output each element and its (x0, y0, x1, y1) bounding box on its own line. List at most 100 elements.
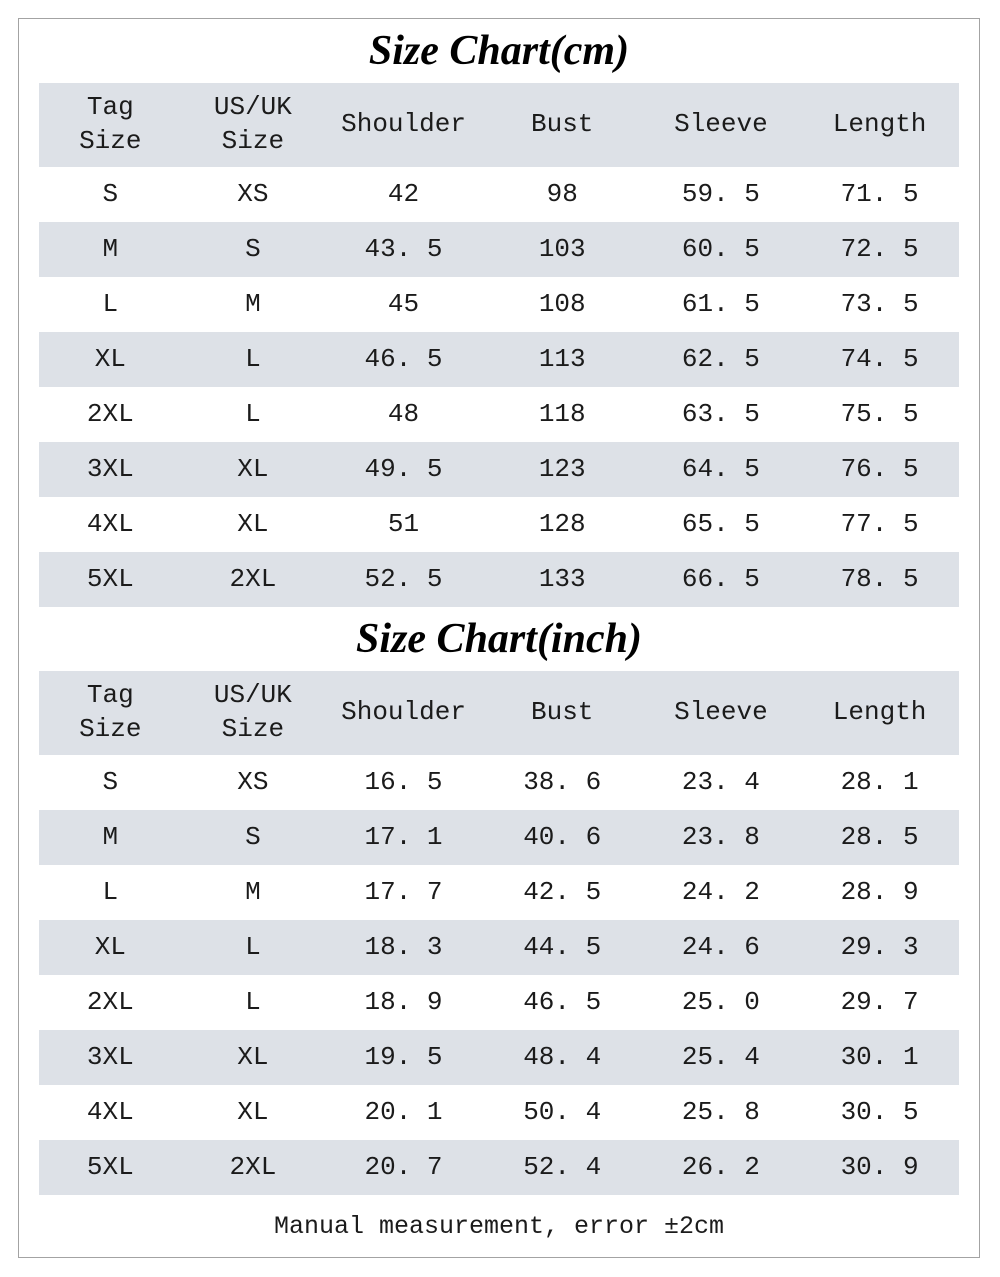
table-cell: 30. 9 (840, 1151, 919, 1182)
table-cell: 51 (387, 508, 420, 539)
table-cell: 113 (538, 343, 586, 374)
table-cell: 4XL (86, 508, 134, 539)
table-cell: M (102, 821, 119, 852)
table-row: 4XL XL 20. 1 50. 4 25. 8 30. 5 (39, 1085, 959, 1140)
table-cell: 133 (538, 563, 586, 594)
table-cell: 43. 5 (364, 233, 443, 264)
size-chart-inch-title: Size Chart(inch) (356, 616, 642, 662)
table-cell: 2XL (86, 398, 134, 429)
table-cell: 63. 5 (681, 398, 760, 429)
size-chart-cm-title: Size Chart(cm) (368, 28, 630, 74)
size-chart-inch-section: Size Chart(inch) Tag Size US/UK Size Shoul… (19, 607, 979, 1195)
table-cell: 2XL (229, 563, 277, 594)
table-cell: M (245, 876, 261, 907)
table-cell: 61. 5 (681, 288, 760, 319)
table-cell: 16. 5 (364, 766, 443, 797)
table-row: L M 17. 7 42. 5 24. 2 28. 9 (39, 865, 959, 920)
table-cell: 29. 7 (840, 986, 919, 1017)
table-cell: 3XL (86, 453, 134, 484)
table-row: L M 45 108 61. 5 73. 5 (39, 277, 959, 332)
table-cell: 2XL (229, 1151, 277, 1182)
table-cell: 3XL (86, 1041, 134, 1072)
table-cell: 128 (538, 508, 586, 539)
table-cell: M (245, 288, 261, 319)
table-cell: 98 (546, 178, 578, 209)
size-chart-cm-section: Size Chart(cm) Tag Size US/UK Size Shoulde… (19, 19, 979, 607)
table-cell: 123 (538, 453, 586, 484)
measurement-note: Manual measurement, error ±2cm (19, 1195, 979, 1257)
table-cell: 46. 5 (364, 343, 443, 374)
table-cell: 49. 5 (364, 453, 443, 484)
table-row: 4XL XL 51 128 65. 5 77. 5 (39, 497, 959, 552)
table-row: XL L 18. 3 44. 5 24. 6 29. 3 (39, 920, 959, 975)
table-row: 2XL L 48 118 63. 5 75. 5 (39, 387, 959, 442)
table-cell: L (245, 931, 261, 962)
table-row: XL L 46. 5 113 62. 5 74. 5 (39, 332, 959, 387)
header-cell: Sleeve (674, 697, 768, 728)
table-cell: 24. 2 (681, 876, 760, 907)
table-cell: L (102, 876, 119, 907)
table-cell: 30. 5 (840, 1096, 919, 1127)
table-cell: XL (237, 508, 269, 539)
table-cell: 23. 4 (681, 766, 760, 797)
table-cell: 74. 5 (840, 343, 919, 374)
table-cell: 17. 7 (364, 876, 443, 907)
size-chart-cm-table: Tag Size US/UK Size Shoulder Bust Sleeve Leng… (19, 83, 979, 607)
table-cell: 29. 3 (840, 931, 919, 962)
table-cell: XS (237, 178, 269, 209)
table-cell: 73. 5 (840, 288, 919, 319)
table-cell: 4XL (86, 1096, 134, 1127)
table-row: 5XL 2XL 52. 5 133 66. 5 78. 5 (39, 552, 959, 607)
table-cell: 52. 4 (523, 1151, 602, 1182)
table-cell: 78. 5 (840, 563, 919, 594)
header-cell: Bust (531, 109, 594, 140)
table-cell: 2XL (86, 986, 134, 1017)
table-cell: 42 (387, 178, 420, 209)
table-cell: 40. 6 (523, 821, 602, 852)
table-cell: 20. 7 (364, 1151, 443, 1182)
table-cell: 23. 8 (681, 821, 760, 852)
header-cell: Shoulder (341, 697, 466, 728)
table-cell: XL (237, 453, 269, 484)
table-cell: XL (94, 931, 126, 962)
table-cell: 48. 4 (523, 1041, 602, 1072)
table-cell: 19. 5 (364, 1041, 443, 1072)
table-cell: 118 (538, 398, 586, 429)
table-cell: 25. 4 (681, 1041, 760, 1072)
table-cell: 5XL (86, 563, 134, 594)
header-cell: Length (832, 697, 927, 728)
header-cell: Tag Size (79, 680, 142, 744)
table-cell: 44. 5 (523, 931, 602, 962)
table-cell: 18. 9 (364, 986, 443, 1017)
table-cell: 28. 1 (840, 766, 919, 797)
table-cell: L (245, 398, 261, 429)
header-cell: Shoulder (341, 109, 466, 140)
table-cell: S (245, 821, 261, 852)
table-cell: 48 (387, 398, 420, 429)
table-cell: 38. 6 (523, 766, 602, 797)
header-cell: Length (832, 109, 927, 140)
table-row: 3XL XL 49. 5 123 64. 5 76. 5 (39, 442, 959, 497)
table-cell: 66. 5 (681, 563, 760, 594)
table-cell: 28. 9 (840, 876, 919, 907)
table-cell: 103 (538, 233, 586, 264)
table-cell: S (102, 766, 119, 797)
table-row: M S 43. 5 103 60. 5 72. 5 (39, 222, 959, 277)
table-cell: 20. 1 (364, 1096, 443, 1127)
table-cell: 42. 5 (523, 876, 602, 907)
table-cell: XL (237, 1096, 269, 1127)
table-row: 2XL L 18. 9 46. 5 25. 0 29. 7 (39, 975, 959, 1030)
table-cell: 17. 1 (364, 821, 443, 852)
header-cell: Tag Size (79, 92, 142, 156)
table-cell: 52. 5 (364, 563, 443, 594)
table-cell: 108 (538, 288, 586, 319)
table-cell: XL (94, 343, 126, 374)
table-cell: L (245, 986, 261, 1017)
header-row: Tag Size US/UK Size Shoulder Bust Sleeve Leng… (39, 83, 959, 167)
header-row: Tag Size US/UK Size Shoulder Bust Sleeve Leng… (39, 671, 959, 755)
table-cell: 28. 5 (840, 821, 919, 852)
table-cell: 24. 6 (681, 931, 760, 962)
header-cell: Sleeve (674, 109, 768, 140)
table-row: 5XL 2XL 20. 7 52. 4 26. 2 30. 9 (39, 1140, 959, 1195)
